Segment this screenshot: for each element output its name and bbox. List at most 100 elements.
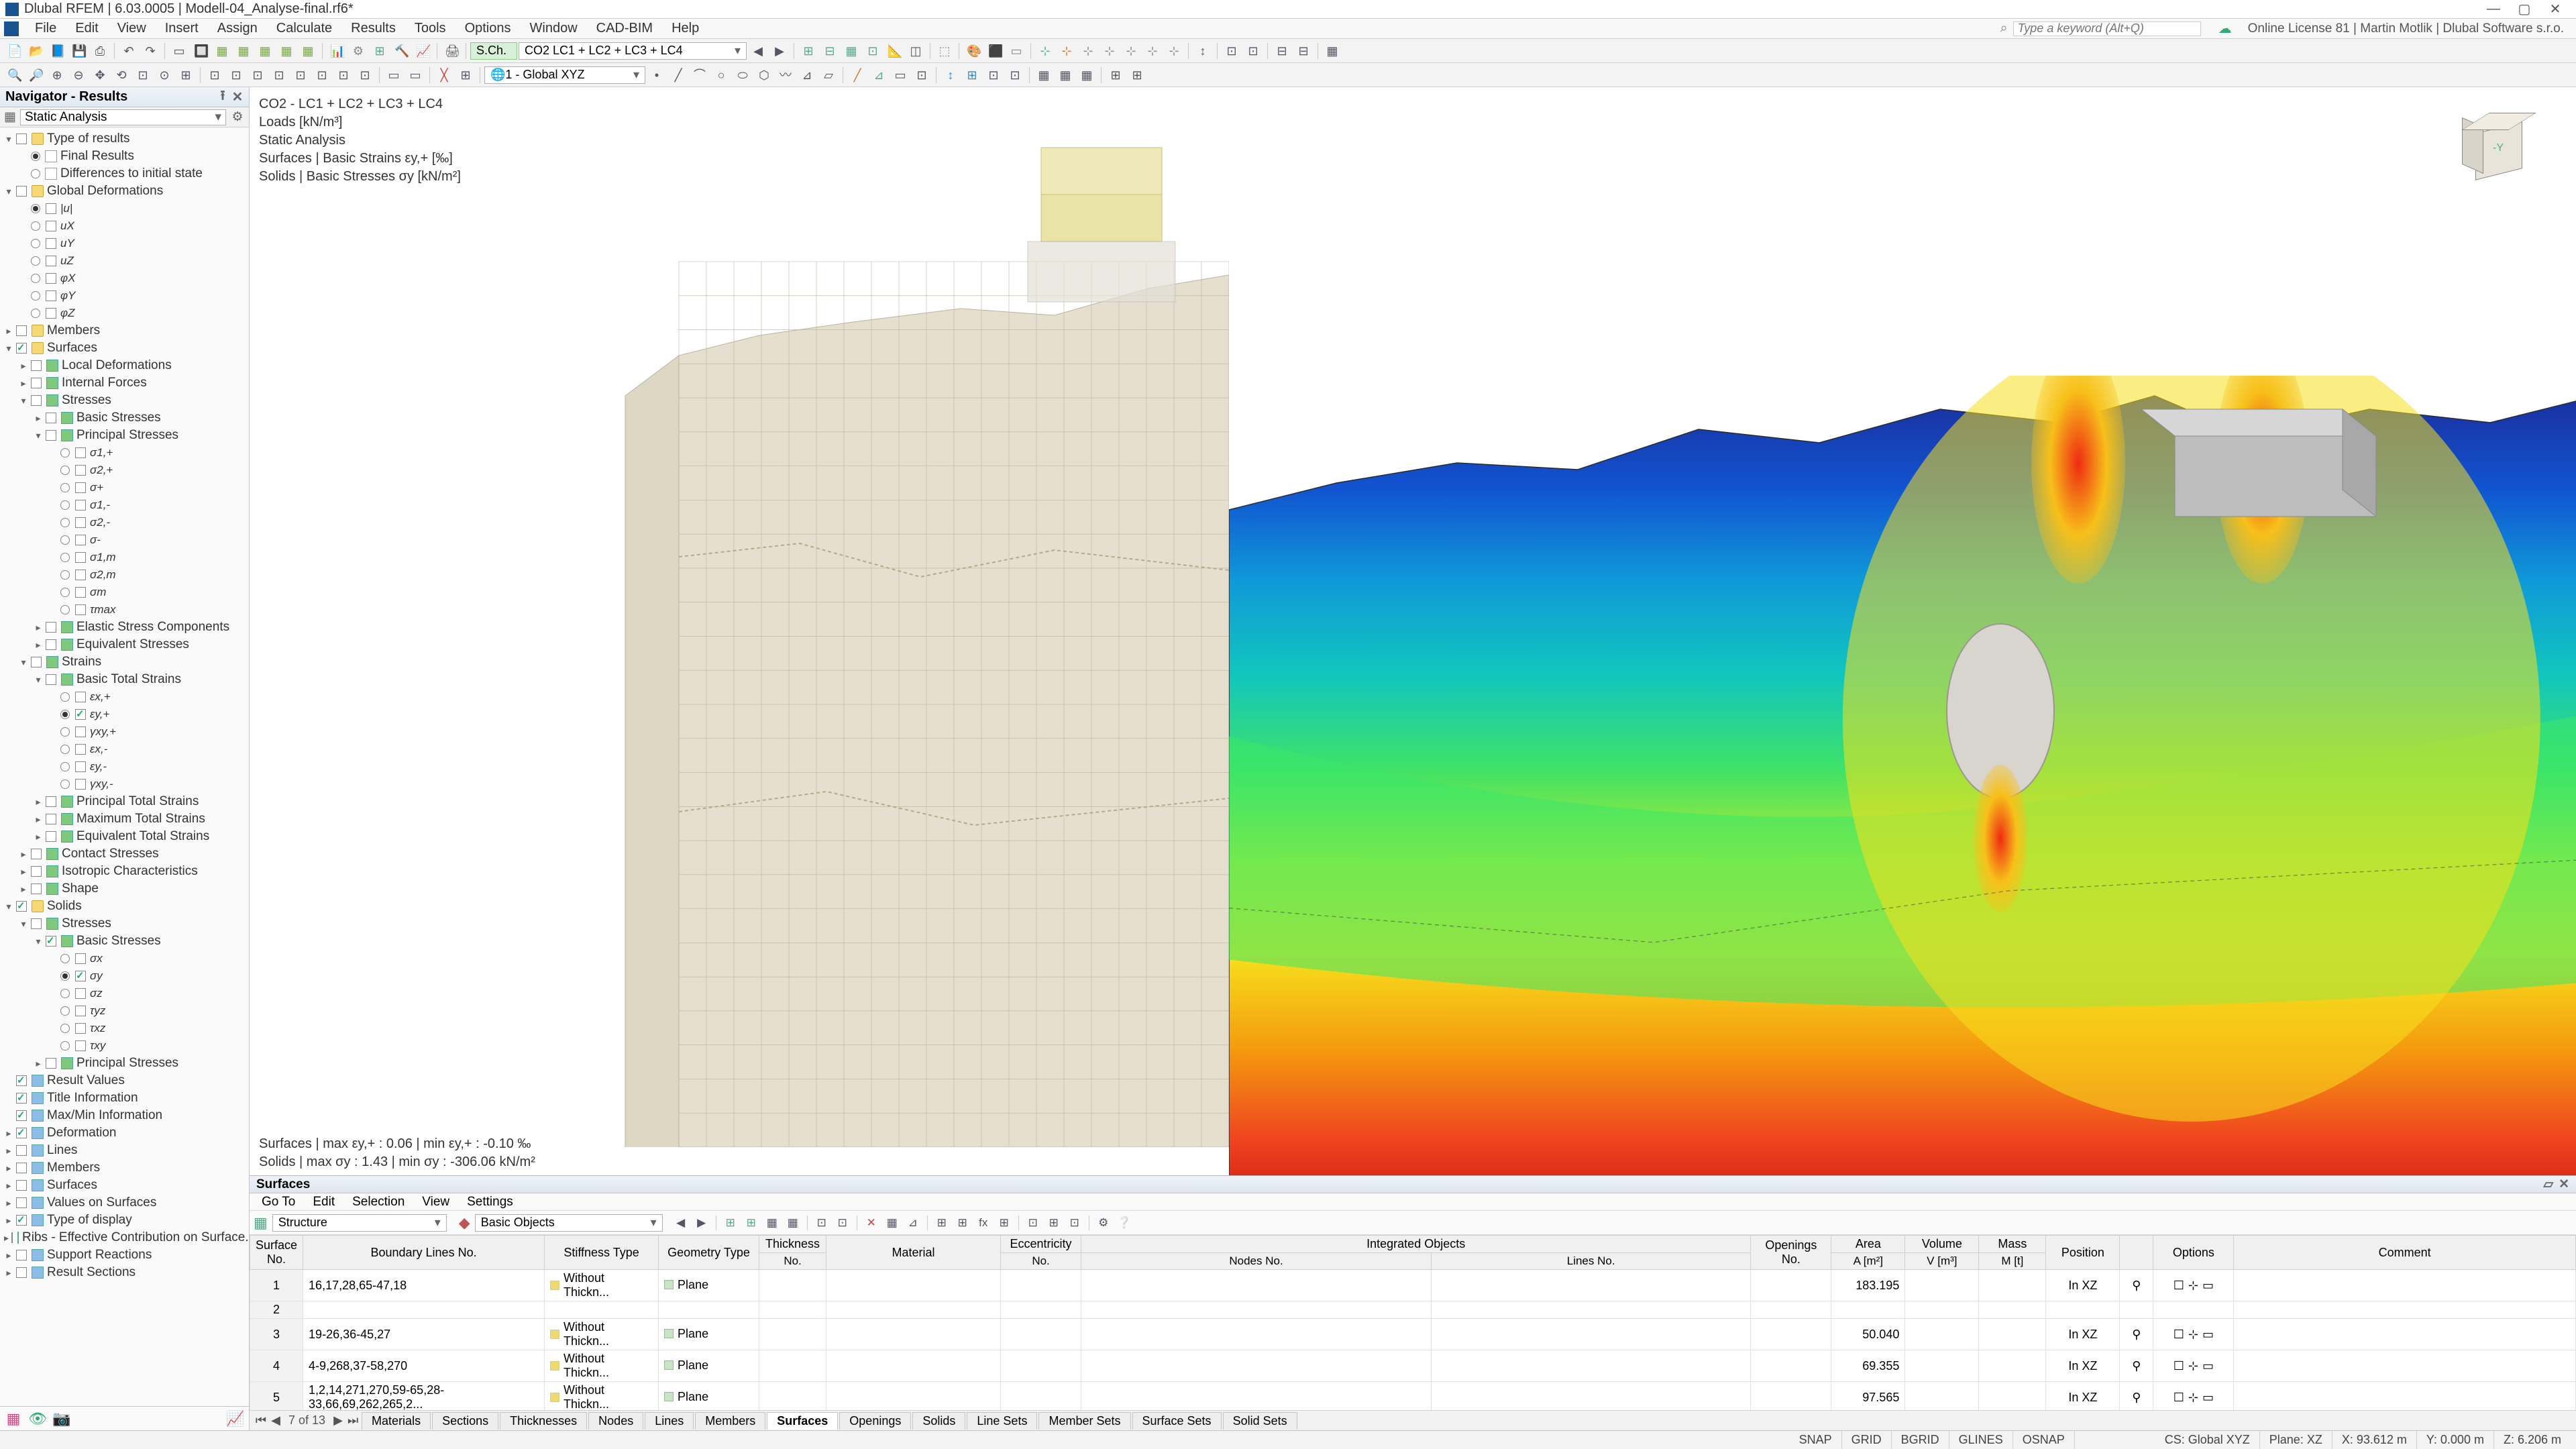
v1-icon[interactable]: ⊡ [205, 65, 225, 85]
view5-icon[interactable]: 📐 [884, 41, 904, 61]
clip-icon[interactable]: ⊡ [1222, 41, 1242, 61]
axis-icon[interactable]: ⊹ [1035, 41, 1055, 61]
arc-icon[interactable]: ⌒ [690, 65, 710, 85]
bp-menu-selection[interactable]: Selection [344, 1195, 413, 1210]
bp-b7[interactable]: ▦ [883, 1214, 902, 1232]
tab-openings[interactable]: Openings [839, 1412, 911, 1430]
axis7-icon[interactable]: ⊹ [1164, 41, 1184, 61]
tab-first-button[interactable]: ⏮ [254, 1413, 268, 1428]
prev-view-icon[interactable]: ⊞ [176, 65, 196, 85]
opt-icon[interactable]: ▦ [1322, 41, 1342, 61]
rel-icon[interactable]: ⊡ [1005, 65, 1025, 85]
panel-max-icon[interactable]: ▱ [2543, 1177, 2553, 1192]
tab-members[interactable]: Members [695, 1412, 765, 1430]
solid-obj-icon[interactable]: ⊡ [912, 65, 932, 85]
bp-b8[interactable]: ⊿ [904, 1214, 922, 1232]
pt-icon[interactable]: • [647, 65, 667, 85]
tab-line-sets[interactable]: Line Sets [967, 1412, 1037, 1430]
zoom-win-icon[interactable]: 🔎 [25, 65, 46, 85]
tree-row[interactable]: ▸Surfaces [0, 1177, 249, 1194]
tree-row[interactable]: ▸Type of display [0, 1212, 249, 1229]
bp-b2[interactable]: ⊞ [742, 1214, 761, 1232]
menu-view[interactable]: View [108, 19, 156, 38]
surfaces-table[interactable]: SurfaceNo.Boundary Lines No.Stiffness Ty… [250, 1235, 2576, 1410]
tree-row[interactable]: ▸Lines [0, 1142, 249, 1159]
open-file-icon[interactable]: 📂 [25, 41, 46, 61]
menu-calculate[interactable]: Calculate [267, 19, 341, 38]
tree-row[interactable]: uY [0, 235, 249, 252]
bp-b10[interactable]: ⊞ [953, 1214, 972, 1232]
tree-row[interactable]: τxz [0, 1020, 249, 1037]
tab-lines[interactable]: Lines [645, 1412, 694, 1430]
grid3-icon[interactable]: ▦ [255, 41, 275, 61]
tree-row[interactable]: φY [0, 287, 249, 305]
status-snap[interactable]: SNAP [1790, 1431, 1842, 1449]
tree-row[interactable]: σy [0, 967, 249, 985]
zoom-out-icon[interactable]: ⊖ [68, 65, 89, 85]
solid-icon[interactable]: ⬛ [985, 41, 1005, 61]
navigator-settings-icon[interactable]: ⚙ [230, 110, 245, 125]
tree-row[interactable]: ▾Basic Stresses [0, 932, 249, 950]
tree-row[interactable]: ▸Equivalent Total Strains [0, 828, 249, 845]
circle-icon[interactable]: ○ [711, 65, 731, 85]
redo-icon[interactable]: ↷ [140, 41, 160, 61]
tab-prev-button[interactable]: ◀ [268, 1413, 283, 1428]
tab-solid-sets[interactable]: Solid Sets [1223, 1412, 1297, 1430]
tree-row[interactable]: ▾Stresses [0, 915, 249, 932]
bp-menu-settings[interactable]: Settings [459, 1195, 521, 1210]
navigator-tree[interactable]: ▾Type of resultsFinal ResultsDifferences… [0, 127, 249, 1406]
tool-icon[interactable]: 🔨 [391, 41, 411, 61]
v4-icon[interactable]: ⊡ [269, 65, 289, 85]
tree-row[interactable]: σ1,m [0, 549, 249, 566]
tree-row[interactable]: σ2,- [0, 514, 249, 531]
graph-icon[interactable]: 📈 [413, 41, 433, 61]
center-icon[interactable]: ⊙ [154, 65, 174, 85]
menu-edit[interactable]: Edit [66, 19, 107, 38]
menu-help[interactable]: Help [662, 19, 708, 38]
view6-icon[interactable]: ◫ [906, 41, 926, 61]
menu-options[interactable]: Options [455, 19, 521, 38]
grid-icon[interactable]: ▦ [212, 41, 232, 61]
tree-row[interactable]: ▸Result Sections [0, 1264, 249, 1281]
v2-icon[interactable]: ⊡ [226, 65, 246, 85]
zoom-in-icon[interactable]: ⊕ [47, 65, 67, 85]
render-icon[interactable]: 🎨 [963, 41, 983, 61]
o1-icon[interactable]: ⊞ [1106, 65, 1126, 85]
menu-assign[interactable]: Assign [208, 19, 267, 38]
axis2-icon[interactable]: ⊹ [1057, 41, 1077, 61]
axis4-icon[interactable]: ⊹ [1099, 41, 1120, 61]
tree-row[interactable]: Max/Min Information [0, 1107, 249, 1124]
tab-materials[interactable]: Materials [362, 1412, 431, 1430]
m2-icon[interactable]: ▦ [1055, 65, 1075, 85]
tree-row[interactable]: uZ [0, 252, 249, 270]
tree-row[interactable]: σx [0, 950, 249, 967]
tree-row[interactable]: ▸Values on Surfaces [0, 1194, 249, 1212]
v3-icon[interactable]: ⊡ [248, 65, 268, 85]
tree-row[interactable]: τyz [0, 1002, 249, 1020]
bp-b13[interactable]: ⊞ [1044, 1214, 1063, 1232]
tree-row[interactable]: ▸Internal Forces [0, 374, 249, 392]
tab-surfaces[interactable]: Surfaces [767, 1412, 838, 1430]
menu-file[interactable]: File [25, 19, 66, 38]
bp-help[interactable]: ❔ [1115, 1214, 1134, 1232]
window-icon[interactable]: 🔲 [191, 41, 211, 61]
v7-icon[interactable]: ⊡ [333, 65, 354, 85]
tree-row[interactable]: ▾Principal Stresses [0, 427, 249, 444]
view3-icon[interactable]: ▦ [841, 41, 861, 61]
tab-sections[interactable]: Sections [432, 1412, 498, 1430]
axis5-icon[interactable]: ⊹ [1121, 41, 1141, 61]
tree-row[interactable]: εy,+ [0, 706, 249, 723]
tree-row[interactable]: ▾Global Deformations [0, 182, 249, 200]
tree-row[interactable]: γxy,- [0, 775, 249, 793]
tri-icon[interactable]: ⊿ [797, 65, 817, 85]
m3-icon[interactable]: ▦ [1077, 65, 1097, 85]
grid2-icon[interactable]: ▦ [233, 41, 254, 61]
bp-b1[interactable]: ⊞ [721, 1214, 740, 1232]
tree-row[interactable]: Title Information [0, 1089, 249, 1107]
mem-icon[interactable]: ╱ [847, 65, 867, 85]
tab-last-button[interactable]: ⏭ [345, 1413, 360, 1428]
rotate-icon[interactable]: ⟲ [111, 65, 131, 85]
clip2-icon[interactable]: ⊡ [1243, 41, 1263, 61]
hinge-icon[interactable]: ⊡ [983, 65, 1004, 85]
bp-menu-go-to[interactable]: Go To [254, 1195, 303, 1210]
